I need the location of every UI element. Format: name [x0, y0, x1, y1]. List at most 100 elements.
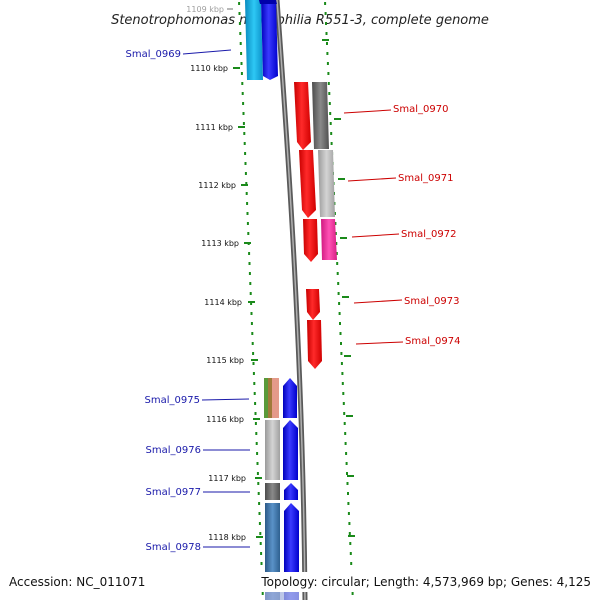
gene-label-group-smal-0971[interactable]: Smal_0971: [347, 173, 453, 184]
ruler-dot: [246, 202, 249, 205]
ruler-dot: [256, 462, 259, 465]
accession-text: Accession: NC_011071: [9, 575, 145, 589]
gene-arrow-smal-0976-cog[interactable]: [265, 420, 280, 480]
gene-label-group-smal-0970[interactable]: Smal_0970: [343, 104, 448, 115]
ruler-dot: [258, 512, 261, 515]
ruler-dot: [240, 52, 243, 55]
ruler-dot: [341, 382, 344, 385]
ruler-dot: [342, 402, 345, 405]
gene-label-group-smal-0969[interactable]: Smal_0969: [126, 49, 232, 60]
gene-arrow-smal-0972-cog[interactable]: [321, 219, 337, 260]
ruler-dot: [340, 352, 343, 355]
ruler-dot: [345, 452, 348, 455]
genome-backbone-highlight: [276, 0, 306, 600]
gene-label-group-smal-0972[interactable]: Smal_0972: [351, 229, 456, 240]
gene-label-smal-0971[interactable]: Smal_0971: [398, 173, 453, 184]
gene-arrow-smal-0972-strand[interactable]: [303, 219, 318, 262]
gene-label-smal-0977[interactable]: Smal_0977: [146, 487, 201, 498]
leader-line: [343, 109, 392, 114]
ruler-dot: [351, 592, 354, 595]
ruler-dot: [325, 32, 328, 35]
gene-arrow-smal-0973-strand[interactable]: [306, 289, 320, 320]
ruler-dot: [242, 122, 245, 125]
gene-feature-smal-0974[interactable]: [307, 320, 322, 369]
ruler-dot: [239, 42, 242, 45]
gene-arrow-smal-0971-strand[interactable]: [299, 150, 316, 218]
leader-line: [201, 398, 250, 401]
gene-arrow-smal-0976-strand[interactable]: [283, 420, 298, 480]
ruler-dot: [347, 502, 350, 505]
gene-feature-smal-0977[interactable]: [265, 483, 298, 500]
ruler-dot: [246, 222, 249, 225]
tick-label-1110: 1110 kbp: [190, 64, 228, 73]
gene-label-smal-0973[interactable]: Smal_0973: [404, 296, 459, 307]
gene-label-smal-0972[interactable]: Smal_0972: [401, 229, 456, 240]
gene-feature-smal-0973[interactable]: [306, 289, 320, 320]
ruler-dot: [347, 512, 350, 515]
gene-label-smal-0976[interactable]: Smal_0976: [146, 445, 201, 456]
gene-label-smal-0978[interactable]: Smal_0978: [146, 542, 201, 553]
ruler-dot: [241, 92, 244, 95]
ruler-dot: [247, 232, 250, 235]
gene-label-smal-0970[interactable]: Smal_0970: [393, 104, 448, 115]
ruler-dot: [257, 492, 260, 495]
ruler-dot: [242, 102, 245, 105]
gene-label-smal-0975[interactable]: Smal_0975: [145, 395, 200, 406]
gene-label-group-smal-0973[interactable]: Smal_0973: [353, 296, 459, 307]
ruler-dot: [326, 42, 328, 45]
gene-arrow-smal-0969-outer[interactable]: [245, 0, 263, 80]
ruler-dot: [250, 312, 253, 315]
gene-feature-smal-0970[interactable]: [294, 82, 329, 150]
ruler-dot: [244, 152, 247, 155]
gene-feature-smal-0976[interactable]: [265, 420, 298, 480]
ruler-dot: [348, 522, 351, 525]
gene-label-group-smal-0974[interactable]: Smal_0974: [355, 336, 460, 347]
ruler-dot: [326, 52, 329, 55]
ruler-dot: [239, 32, 242, 35]
gene-arrow-smal-0975-cog-olive[interactable]: [268, 378, 272, 418]
leader-line: [351, 233, 400, 238]
ruler-dot: [346, 472, 348, 475]
gene-feature-smal-0969[interactable]: [245, 0, 278, 80]
ruler-dot: [250, 322, 253, 325]
gene-arrow-smal-0970-strand[interactable]: [294, 82, 311, 150]
leader-line: [182, 49, 232, 55]
gene-feature-smal-0971[interactable]: [299, 150, 335, 218]
ruler-dot: [342, 392, 345, 395]
ruler-dot: [255, 442, 258, 445]
gene-feature-smal-0975[interactable]: [264, 378, 297, 418]
ruler-dot: [346, 482, 349, 485]
ruler-dot: [335, 242, 338, 245]
gene-arrow-smal-0969-strand[interactable]: [261, 0, 278, 80]
gene-arrow-smal-0977-strand[interactable]: [284, 483, 298, 500]
gene-label-smal-0974[interactable]: Smal_0974: [405, 336, 460, 347]
gene-label-group-smal-0978[interactable]: Smal_0978: [146, 542, 250, 553]
ruler-dot: [258, 522, 261, 525]
gene-label-group-smal-0975[interactable]: Smal_0975: [145, 395, 250, 406]
gene-arrow-smal-0975-strand[interactable]: [283, 378, 297, 418]
gene-label-group-smal-0977[interactable]: Smal_0977: [146, 487, 250, 498]
gene-label-smal-0969[interactable]: Smal_0969: [126, 49, 181, 60]
gene-feature-smal-0972[interactable]: [303, 219, 337, 262]
ruler-dot: [259, 532, 262, 535]
ruler-dot: [252, 362, 255, 365]
ruler-dot: [243, 132, 246, 135]
tick-label-1111: 1111 kbp: [195, 123, 233, 132]
ruler-dot: [246, 212, 249, 215]
ruler-dot: [254, 422, 257, 425]
tick-label-1112: 1112 kbp: [198, 181, 236, 190]
gene-arrow-smal-0970-cog[interactable]: [312, 82, 329, 149]
ruler-dot: [245, 182, 248, 185]
gene-arrow-smal-0977-cog[interactable]: [265, 483, 280, 500]
gene-arrow-smal-0974-strand[interactable]: [307, 320, 322, 369]
ruler-dot: [255, 432, 258, 435]
ruler-dot: [252, 352, 255, 355]
gene-arrow-smal-0971-cog[interactable]: [318, 150, 335, 217]
gene-arrow-smal-0975-cog-green[interactable]: [264, 378, 268, 418]
ruler-dot: [349, 552, 352, 555]
gene-arrow-smal-0975-cog-salmon[interactable]: [272, 378, 279, 418]
gene-label-group-smal-0976[interactable]: Smal_0976: [146, 445, 250, 456]
ruler-dot: [326, 62, 329, 65]
ruler-dot: [325, 22, 327, 25]
